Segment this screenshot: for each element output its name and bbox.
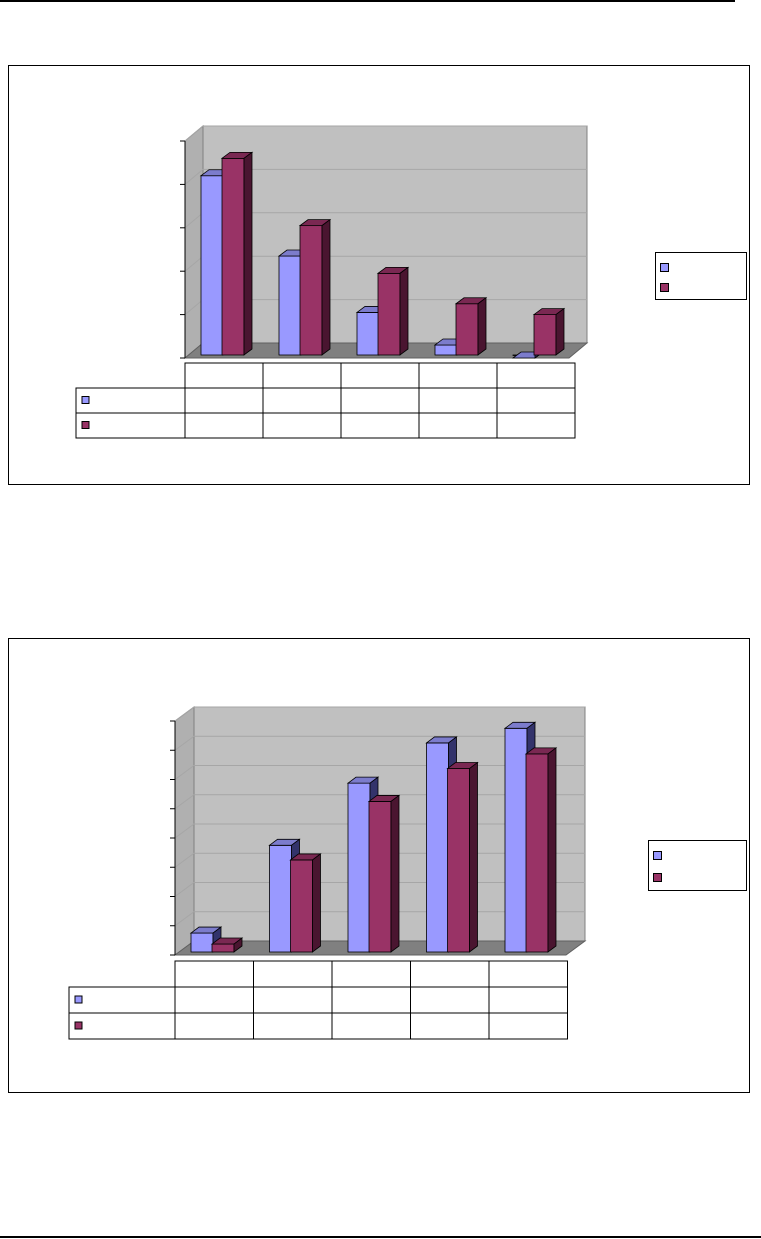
bar-front: [200, 175, 224, 356]
bar-side: [399, 266, 409, 356]
bar-front: [356, 312, 380, 356]
bar-front: [504, 727, 528, 953]
chart-1-frame: [8, 65, 750, 485]
chart-2-plot: [68, 706, 587, 1040]
bar-side: [555, 307, 565, 356]
bar-front: [533, 314, 557, 356]
bar-series-2-category-3: [367, 794, 401, 953]
chart-2-frame: [8, 638, 750, 1093]
bar-series-2-category-1: [210, 937, 244, 953]
bar-front: [278, 255, 302, 356]
data-table: [75, 362, 576, 439]
data-table-legend-key: [74, 995, 83, 1004]
bar-front: [299, 225, 323, 356]
legend-swatch-series-1: [653, 851, 662, 860]
bar-side: [477, 296, 487, 356]
bar-side: [390, 794, 400, 953]
bar-front: [447, 768, 470, 953]
bar-side: [321, 218, 331, 356]
bar-front: [190, 932, 214, 953]
bar-front: [368, 801, 392, 953]
bar-front: [377, 272, 401, 356]
data-table-legend-key: [81, 396, 90, 404]
legend-entry-series-1: [656, 257, 746, 277]
data-table-row: [68, 1012, 568, 1040]
bar-series-2-category-5: [524, 747, 558, 953]
bar-front: [211, 943, 235, 953]
legend-swatch-series-1: [660, 263, 669, 272]
footer-rule: [0, 1236, 761, 1238]
bar-front: [426, 742, 449, 953]
gridline: [184, 125, 587, 142]
chart-1-legend: [655, 252, 747, 300]
bar-front: [269, 844, 292, 953]
bar-front: [290, 859, 313, 953]
data-table: [68, 960, 568, 1040]
bar-side: [243, 151, 253, 356]
legend-entry-series-2: [656, 277, 746, 297]
gridline: [174, 706, 585, 722]
chart-2-legend: [648, 840, 747, 891]
chart-1-plot: [75, 124, 589, 439]
header-rule: [0, 0, 735, 2]
bar-series-2-category-3: [376, 266, 410, 356]
bar-side: [312, 853, 321, 953]
bar-side: [469, 761, 478, 953]
data-table-row: [68, 986, 568, 1014]
bar-front: [434, 344, 458, 356]
bar-series-2-category-4: [446, 761, 479, 953]
legend-entry-series-2: [649, 867, 746, 887]
legend-entry-series-1: [649, 845, 746, 865]
bar-side: [547, 747, 557, 953]
data-table-row: [75, 387, 576, 414]
bar-series-2-category-2: [289, 853, 322, 953]
bar-series-2-category-2: [298, 218, 332, 356]
bar-series-2-category-1: [220, 151, 254, 356]
bar-series-2-category-5: [532, 307, 566, 356]
bar-series-2-category-4: [454, 296, 488, 356]
bar-front: [347, 782, 371, 953]
data-table-header-row: [174, 960, 568, 988]
gridline: [174, 735, 585, 751]
gridline: [184, 168, 587, 185]
bar-side: [233, 937, 243, 953]
data-table-header-row: [184, 362, 576, 389]
bar-front: [525, 753, 549, 953]
data-table-legend-key: [81, 421, 90, 429]
bar-front: [221, 157, 245, 356]
legend-swatch-series-2: [660, 283, 669, 292]
data-table-row: [75, 412, 576, 439]
bar-front: [455, 303, 479, 356]
legend-swatch-series-2: [653, 873, 662, 882]
data-table-legend-key: [74, 1021, 83, 1030]
plot-side-wall: [184, 124, 204, 360]
